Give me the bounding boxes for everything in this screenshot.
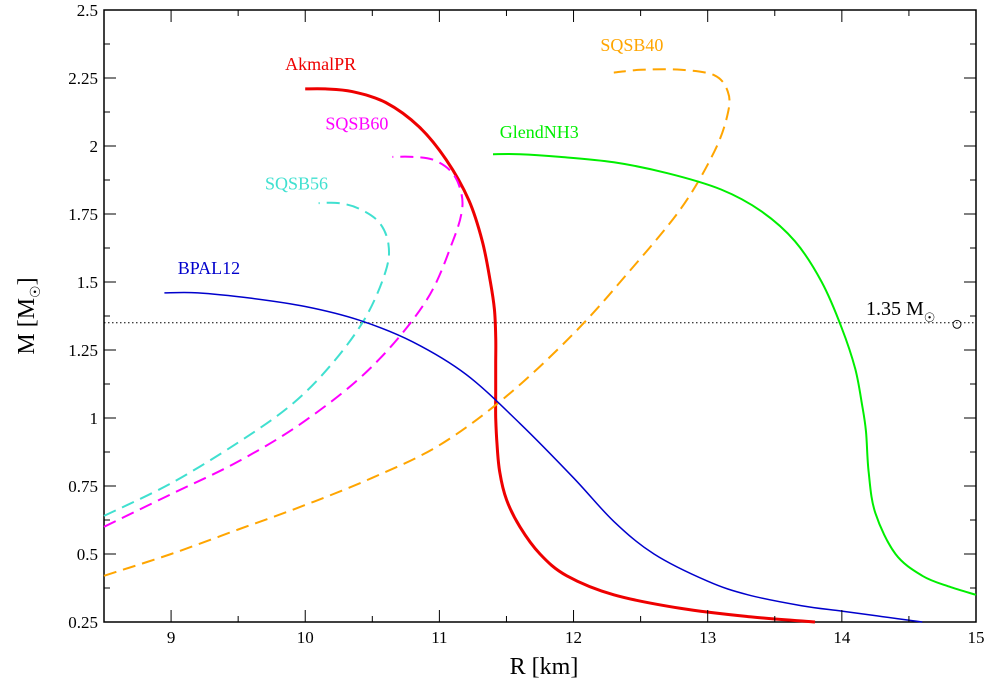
series-akmalpr-curve (305, 87, 816, 624)
x-tick-label: 14 (833, 628, 851, 647)
reference-line-label: 1.35 M☉ (866, 298, 935, 325)
x-tick-label: 13 (699, 628, 716, 647)
series-sqsb40-curve (103, 68, 731, 577)
x-tick-label: 9 (167, 628, 176, 647)
series-glendnh3-curve (492, 152, 977, 596)
y-tick-label: 2.25 (68, 69, 98, 88)
series-bpal12-curve (164, 291, 923, 623)
plot-frame (103, 9, 977, 623)
y-tick-label: 1.75 (68, 205, 98, 224)
series-sqsb40-label: SQSB40 (600, 35, 663, 55)
series-bpal12-label: BPAL12 (178, 258, 240, 278)
y-tick-label: 0.75 (68, 477, 98, 496)
series-sqsb60-curve (103, 155, 464, 528)
x-tick-label: 12 (565, 628, 582, 647)
reference-line-label-sun-symbol: ☉ (924, 310, 936, 325)
y-axis-label-close: ] (14, 277, 40, 285)
x-tick-label: 10 (297, 628, 314, 647)
y-axis-label-sun-symbol: ☉ (29, 285, 44, 298)
y-tick-label: 1 (90, 409, 99, 428)
series-glendnh3-label: GlendNH3 (500, 122, 579, 142)
series-akmalpr-label: AkmalPR (285, 54, 356, 74)
y-tick-label: 0.25 (68, 613, 98, 632)
x-tick-label: 11 (431, 628, 447, 647)
reference-line-sun-circle (952, 319, 962, 329)
y-tick-label: 1.25 (68, 341, 98, 360)
series-sqsb56-curve (103, 201, 391, 517)
y-axis-label-main: M [M (14, 298, 40, 355)
y-tick-label: 2 (90, 137, 99, 156)
y-axis-label: M [M☉] (14, 277, 44, 354)
y-axis-label-group: M [M☉] (14, 277, 44, 354)
x-tick-label: 15 (968, 628, 985, 647)
reference-line-label-main: 1.35 M (866, 298, 924, 320)
y-tick-label: 0.5 (77, 545, 98, 564)
y-tick-label: 1.5 (77, 273, 98, 292)
y-tick-label: 2.5 (77, 1, 98, 20)
x-axis-label: R [km] (510, 654, 579, 680)
series-sqsb60-label: SQSB60 (325, 114, 388, 134)
series-sqsb56-label: SQSB56 (265, 174, 328, 194)
